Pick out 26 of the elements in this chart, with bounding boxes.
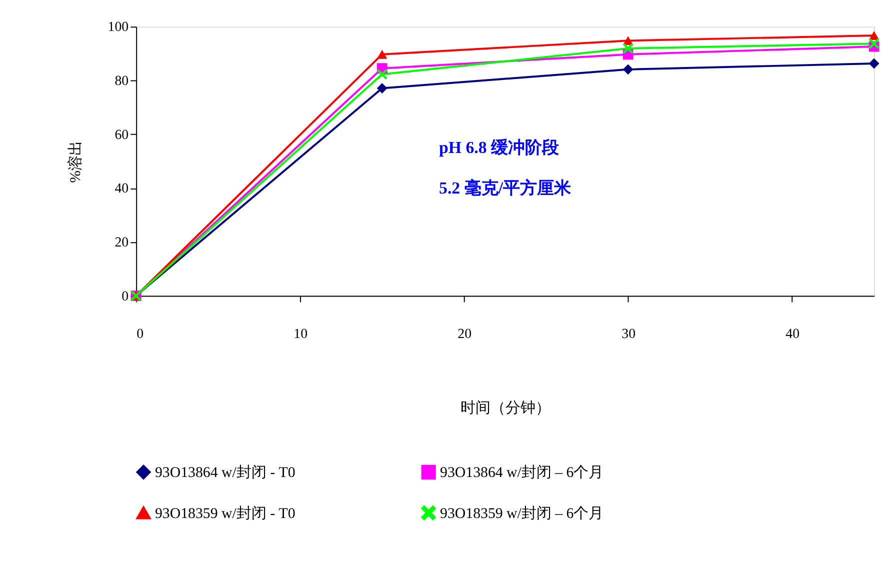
x-tick-label: 20 [458, 327, 472, 342]
annotation: pH 6.8 缓冲阶段 [439, 138, 560, 157]
point [376, 83, 388, 94]
point [376, 69, 388, 80]
y-tick-label: 0 [122, 289, 129, 304]
x-tick-label: 30 [622, 327, 636, 342]
y-tick-label: 60 [114, 128, 129, 143]
x-axis-title: 时间（分钟） [460, 400, 551, 416]
y-tick-label: 20 [114, 235, 129, 250]
legend-label: 93O13864 w/封闭 – 6个月 [440, 464, 604, 482]
y-tick-label: 100 [108, 20, 129, 36]
point [868, 38, 880, 49]
point [868, 58, 880, 69]
x-tick-label: 40 [786, 327, 800, 342]
point [376, 50, 388, 59]
x-tick-label: 0 [136, 327, 144, 342]
annotation: 5.2 毫克/平方厘米 [439, 177, 572, 198]
y-axis-title: %溶出 [66, 140, 84, 183]
legend-label: 93O18359 w/封闭 - T0 [154, 504, 296, 522]
point [622, 43, 634, 54]
y-tick-label: 40 [114, 182, 129, 197]
y-tick-label: 80 [114, 74, 129, 89]
legend-label: 93O18359 w/封闭 – 6个月 [440, 504, 604, 522]
x-tick-label: 10 [294, 327, 308, 342]
legend-label: 93O13864 w/封闭 - T0 [154, 464, 296, 482]
point [622, 64, 634, 75]
